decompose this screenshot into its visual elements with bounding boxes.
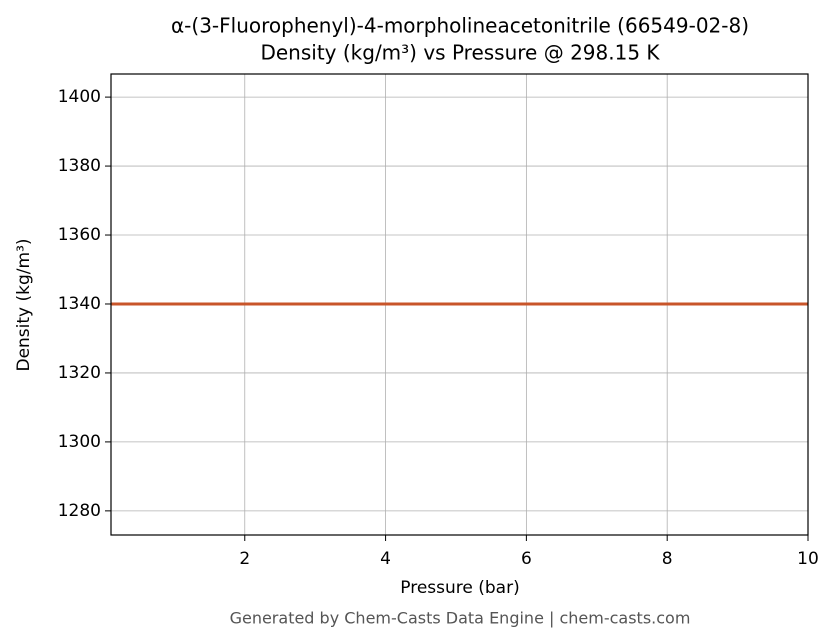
x-tick-label: 10 bbox=[797, 549, 819, 569]
y-tick-label: 1360 bbox=[58, 225, 101, 245]
x-tick-label: 4 bbox=[380, 549, 391, 569]
y-tick-label: 1380 bbox=[58, 156, 101, 176]
x-axis-label: Pressure (bar) bbox=[400, 578, 519, 598]
x-tick-label: 2 bbox=[239, 549, 250, 569]
x-tick-label: 8 bbox=[662, 549, 673, 569]
chart-title: α-(3-Fluorophenyl)-4-morpholineacetonitr… bbox=[171, 14, 749, 38]
y-axis-label: Density (kg/m³) bbox=[14, 238, 34, 371]
y-tick-label: 1300 bbox=[58, 432, 101, 452]
y-tick-label: 1280 bbox=[58, 501, 101, 521]
y-tick-label: 1400 bbox=[58, 87, 101, 107]
chart-subtitle: Density (kg/m³) vs Pressure @ 298.15 K bbox=[260, 41, 660, 65]
plot-frame bbox=[110, 73, 809, 536]
y-tick-label: 1320 bbox=[58, 363, 101, 383]
footer: Generated by Chem-Casts Data Engine | ch… bbox=[230, 609, 691, 628]
y-tick-label: 1340 bbox=[58, 294, 101, 314]
x-tick-label: 6 bbox=[521, 549, 532, 569]
